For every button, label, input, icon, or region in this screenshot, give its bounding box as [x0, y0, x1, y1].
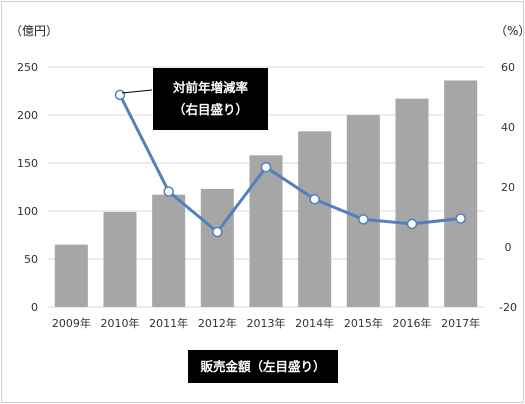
- bar: [249, 155, 283, 307]
- line-point: [455, 213, 466, 224]
- left-tick-label: 0: [31, 301, 38, 314]
- line-point: [309, 194, 320, 205]
- line-path: [118, 94, 461, 234]
- x-tick-label: 2016年: [393, 316, 432, 330]
- bar: [444, 80, 478, 307]
- bar: [298, 131, 332, 307]
- right-tick-label: -20: [499, 301, 517, 314]
- left-axis-unit: （億円）: [10, 24, 58, 38]
- bar: [103, 211, 137, 307]
- x-tick-label: 2015年: [344, 316, 383, 330]
- line-point: [358, 214, 369, 225]
- line-point: [260, 161, 272, 173]
- x-tick-label: 2017年: [441, 316, 480, 330]
- x-tick-label: 2012年: [198, 316, 237, 330]
- x-tick-label: 2010年: [101, 316, 140, 330]
- bar-legend-callout: 販売金額（左目盛り）: [188, 350, 338, 383]
- bar: [395, 98, 429, 308]
- bar-legend-label: 販売金額（左目盛り）: [200, 359, 325, 374]
- x-tick-label: 2013年: [247, 316, 286, 330]
- left-tick-label: 150: [17, 157, 38, 170]
- left-tick-label: 50: [24, 253, 38, 266]
- right-axis-unit: （%）: [495, 24, 525, 38]
- line-legend-callout: 対前年増減率 （右目盛り）: [121, 68, 268, 130]
- line-legend-label-1: 対前年増減率: [172, 80, 249, 95]
- bar: [54, 244, 88, 307]
- bar: [200, 188, 234, 307]
- left-tick-label: 100: [17, 205, 38, 218]
- left-axis-ticks: 250 200 150 100 50 0: [17, 61, 38, 314]
- right-tick-label: 20: [501, 181, 515, 194]
- line-point: [114, 89, 126, 101]
- bar: [152, 194, 186, 307]
- bar-series: [54, 80, 478, 308]
- bar: [346, 115, 380, 307]
- line-point: [212, 226, 223, 238]
- x-tick-label: 2011年: [149, 316, 188, 330]
- line-point: [163, 186, 174, 197]
- x-axis-ticks: 2009年 2010年 2011年 2012年 2013年 2014年 2015年 2016年…: [52, 316, 480, 330]
- right-tick-label: 40: [501, 121, 515, 134]
- right-axis-ticks: 60 40 20 0 -20: [499, 61, 517, 314]
- left-tick-label: 250: [17, 61, 38, 74]
- x-tick-label: 2009年: [52, 316, 91, 330]
- line-legend-label-2: （右目盛り）: [173, 102, 248, 117]
- left-tick-label: 200: [17, 109, 38, 122]
- line-series: [114, 89, 466, 238]
- right-tick-label: 60: [501, 61, 515, 74]
- line-point: [406, 218, 418, 230]
- x-tick-label: 2014年: [295, 316, 334, 330]
- right-tick-label: 0: [505, 241, 512, 254]
